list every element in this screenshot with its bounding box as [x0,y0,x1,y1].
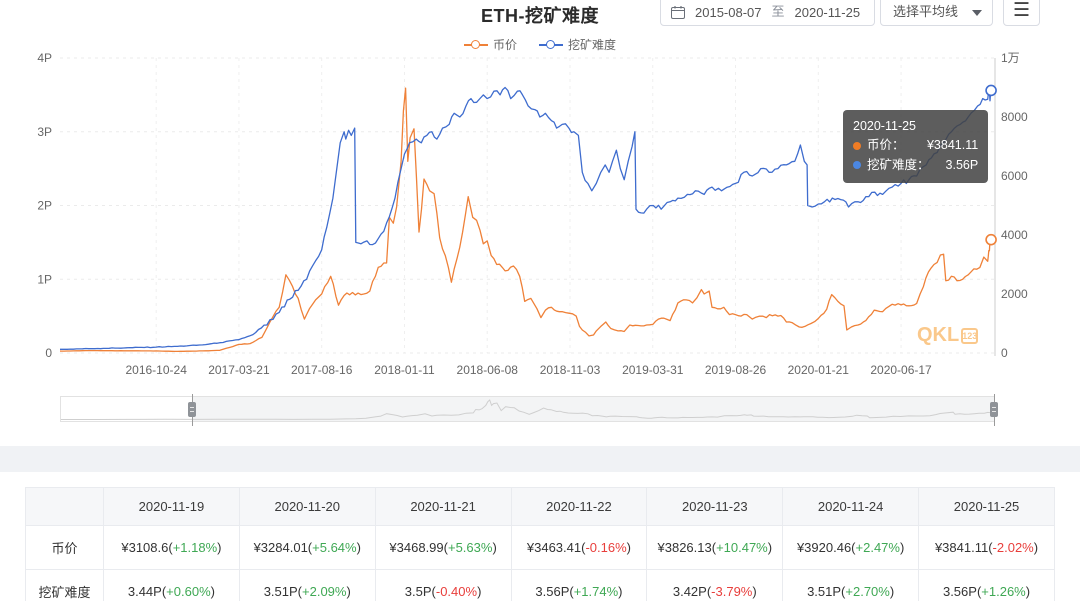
page-title: ETH-挖矿难度 [481,6,599,26]
table-row-label: 币价 [25,525,104,570]
table-value-cell: 3.44P(+0.60%) [103,569,240,601]
legend-item-price[interactable]: 币价 [463,36,517,53]
table-value-cell: 3.56P(+1.26%) [918,569,1055,601]
date-end-value[interactable]: 2020-11-25 [794,5,861,20]
x-axis-tick: 2019-03-31 [622,363,684,377]
x-axis-tick: 2019-08-26 [705,363,767,377]
table-value-cell: 3.51P(+2.09%) [238,569,376,601]
x-axis-tick: 2016-10-24 [125,363,187,377]
datazoom-selected-region[interactable] [192,397,994,421]
date-range-separator: 至 [771,4,785,19]
table-corner-cell [25,487,104,526]
table-date-header: 2020-11-23 [646,487,784,526]
y-axis-left-tick: 0 [45,346,52,360]
y-axis-left-tick: 1P [37,272,52,286]
moving-average-select-label: 选择平均线 [893,4,959,19]
table-value-cell: ¥3841.11(-2.02%) [918,525,1055,570]
y-axis-right-tick: 1万 [1001,51,1020,65]
table-value-cell: ¥3284.01(+5.64%) [238,525,376,570]
table-value-cell: 3.56P(+1.74%) [510,569,648,601]
date-range-picker[interactable]: 2015-08-07 至 2020-11-25 [660,0,875,26]
table-date-header: 2020-11-22 [510,487,648,526]
chart-legend: 币价 挖矿难度 [0,36,1080,53]
datazoom-slider[interactable] [60,394,998,426]
chevron-down-icon [972,10,982,16]
table-value-cell: 3.51P(+2.70%) [782,569,920,601]
y-axis-left-tick: 4P [37,51,52,65]
x-axis-tick: 2017-08-16 [291,363,353,377]
chart-menu-button[interactable]: ☰ [1003,0,1040,26]
calendar-icon [671,6,685,19]
y-axis-right-tick: 4000 [1001,228,1028,242]
table-value-cell: ¥3463.41(-0.16%) [510,525,648,570]
x-axis-tick: 2018-01-11 [374,363,435,377]
datazoom-sparkline [61,399,994,420]
legend-label: 币价 [492,38,517,52]
y-axis-right-tick: 0 [1001,346,1008,360]
y-axis-left-tick: 2P [37,199,52,213]
datazoom-left-handle[interactable] [187,394,197,426]
y-axis-right-tick: 6000 [1001,169,1028,183]
x-axis-tick: 2020-01-21 [788,363,850,377]
chart-plot[interactable]: 0 1P 2P 3P 4P 0 2000 4000 6000 8000 1万 2016-10-24 20… [0,0,1080,446]
line-circle-marker-icon [463,40,488,50]
table-date-header: 2020-11-19 [103,487,240,526]
moving-average-select[interactable]: 选择平均线 [880,0,993,26]
y-axis-right-tick: 8000 [1001,110,1028,124]
date-start-value[interactable]: 2015-08-07 [695,5,762,20]
table-value-cell: ¥3920.46(+2.47%) [782,525,920,570]
chart-area: 0 1P 2P 3P 4P 0 2000 4000 6000 8000 1万 2016-10-24 20… [0,0,1080,446]
table-value-cell: ¥3468.99(+5.63%) [374,525,512,570]
x-axis-tick: 2017-03-21 [208,363,270,377]
table-date-header: 2020-11-21 [374,487,512,526]
table-value-cell: ¥3108.6(+1.18%) [103,525,240,570]
table-date-header: 2020-11-20 [238,487,376,526]
top-bar: ETH-挖矿难度 2015-08-07 至 2020-11-25 选择平均线 ☰ [0,0,1080,30]
section-divider [0,446,1080,472]
datazoom-right-handle[interactable] [989,394,999,426]
table-date-header: 2020-11-24 [782,487,920,526]
y-axis-left-tick: 3P [37,125,52,139]
line-circle-marker-icon [539,40,563,50]
legend-label: 挖矿难度 [568,38,617,52]
table-row: 币价 ¥3108.6(+1.18%) ¥3284.01(+5.64%) ¥3468.9… [25,525,1055,570]
table-value-cell: 3.42P(-3.79%) [646,569,784,601]
table-date-header: 2020-11-25 [918,487,1055,526]
table-value-cell: ¥3826.13(+10.47%) [646,525,784,570]
table-value-cell: 3.5P(-0.40%) [374,569,512,601]
legend-item-difficulty[interactable]: 挖矿难度 [539,36,616,53]
y-axis-right-tick: 2000 [1001,287,1028,301]
x-axis-tick: 2020-06-17 [870,363,932,377]
hamburger-icon: ☰ [1012,0,1031,21]
x-axis-tick: 2018-06-08 [457,363,519,377]
x-axis-tick: 2018-11-03 [540,363,601,377]
stats-table: 2020-11-19 2020-11-20 2020-11-21 2020-11-22… [25,487,1055,601]
stats-table-card: 2020-11-19 2020-11-20 2020-11-21 2020-11-22… [0,472,1080,601]
table-row: 挖矿难度 3.44P(+0.60%) 3.51P(+2.09%) 3.5P(-0.40… [25,569,1055,601]
table-row-label: 挖矿难度 [25,569,104,601]
